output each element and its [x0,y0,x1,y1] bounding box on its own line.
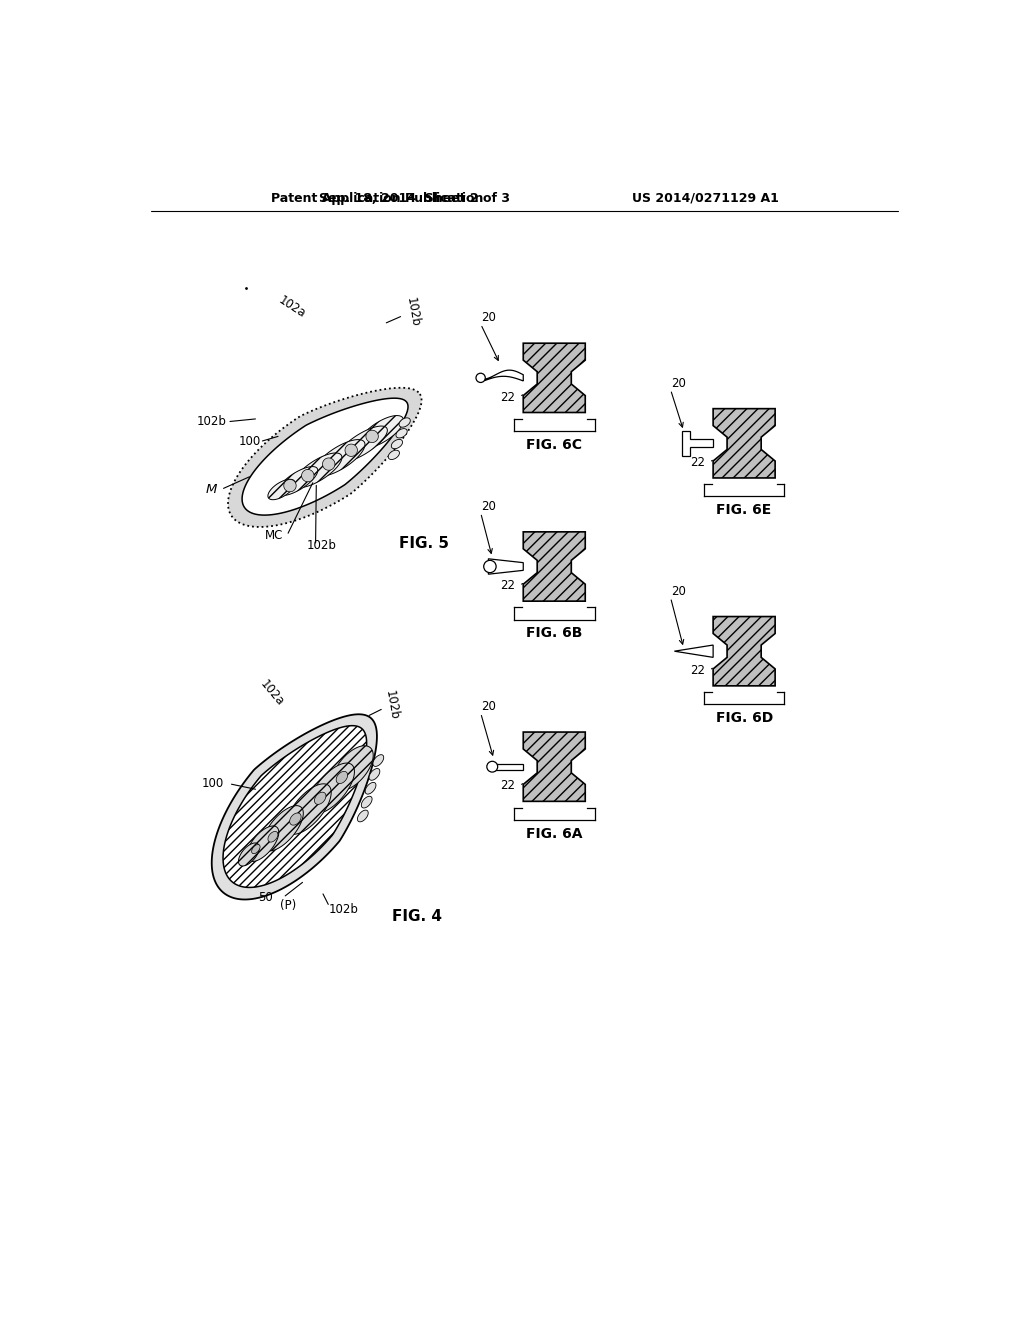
Polygon shape [247,826,279,862]
Text: 102a: 102a [257,678,286,709]
Text: 22: 22 [690,455,706,469]
Circle shape [483,560,496,573]
Polygon shape [278,466,317,495]
Polygon shape [252,845,260,854]
Text: M: M [206,483,217,496]
Polygon shape [682,430,713,455]
Text: 22: 22 [501,579,515,593]
Polygon shape [290,813,301,825]
Polygon shape [223,726,367,887]
Text: 100: 100 [239,436,261,449]
Polygon shape [366,430,378,442]
Text: 20: 20 [481,312,496,325]
Polygon shape [345,444,357,457]
Polygon shape [484,370,523,381]
Text: Patent Application Publication: Patent Application Publication [271,191,483,205]
Text: 102b: 102b [404,297,422,329]
Polygon shape [675,645,713,657]
Polygon shape [359,416,403,447]
Circle shape [476,374,485,383]
Text: FIG. 6A: FIG. 6A [526,826,583,841]
Text: 20: 20 [671,376,686,389]
Polygon shape [399,418,411,428]
Polygon shape [242,399,408,515]
Polygon shape [713,616,775,686]
Polygon shape [493,763,523,770]
Text: 22: 22 [501,779,515,792]
Polygon shape [713,409,775,478]
Text: FIG. 6C: FIG. 6C [526,438,583,451]
Polygon shape [212,714,377,899]
Polygon shape [323,458,335,470]
Polygon shape [284,479,296,492]
Polygon shape [391,440,402,449]
Polygon shape [369,768,380,780]
Polygon shape [263,805,303,851]
Text: 20: 20 [481,500,496,513]
Text: 50: 50 [259,891,273,904]
Polygon shape [228,388,422,527]
Text: 102a: 102a [276,293,308,321]
Polygon shape [294,453,342,487]
Text: 22: 22 [501,391,515,404]
Text: FIG. 5: FIG. 5 [399,536,450,550]
Text: MC: MC [264,529,283,543]
Text: 102b: 102b [197,416,226,428]
Polygon shape [239,843,259,866]
Text: FIG. 6E: FIG. 6E [717,503,772,517]
Polygon shape [388,450,399,459]
Polygon shape [488,558,523,574]
Text: Sep. 18, 2014  Sheet 2 of 3: Sep. 18, 2014 Sheet 2 of 3 [319,191,510,205]
Polygon shape [366,783,376,795]
Polygon shape [523,733,586,801]
Polygon shape [302,470,314,482]
Text: 22: 22 [690,664,706,677]
Polygon shape [268,479,295,500]
Polygon shape [373,755,384,767]
Polygon shape [523,343,586,412]
Polygon shape [523,532,586,601]
Text: FIG. 6D: FIG. 6D [716,711,773,725]
Circle shape [486,762,498,772]
Polygon shape [309,763,354,813]
Text: 102b: 102b [383,689,400,721]
Text: (P): (P) [281,899,297,912]
Polygon shape [396,429,408,438]
Text: FIG. 4: FIG. 4 [391,909,441,924]
Text: 102b: 102b [329,903,358,916]
Text: US 2014/0271129 A1: US 2014/0271129 A1 [632,191,778,205]
Text: 100: 100 [202,777,224,791]
Text: 102b: 102b [307,539,337,552]
Polygon shape [314,440,365,477]
Polygon shape [336,771,347,784]
Text: FIG. 6B: FIG. 6B [526,627,583,640]
Polygon shape [286,784,331,834]
Polygon shape [314,792,326,804]
Text: 20: 20 [481,700,496,713]
Polygon shape [361,796,372,808]
Polygon shape [337,426,387,462]
Polygon shape [268,832,278,842]
Polygon shape [357,810,369,822]
Text: 20: 20 [671,585,686,598]
Polygon shape [333,746,373,791]
